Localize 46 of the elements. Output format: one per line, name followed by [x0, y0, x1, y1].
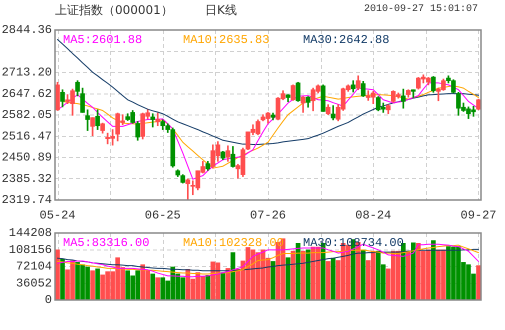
y-tick-label: 2516.47	[2, 129, 52, 144]
bar	[230, 252, 236, 300]
x-tick-label: 06-25	[144, 208, 181, 222]
y-tick-label: 72104	[16, 260, 52, 274]
bar	[220, 272, 226, 300]
y-tick-label: 2450.89	[2, 150, 52, 165]
text: MA5:2601.88	[63, 33, 142, 48]
y-tick-label: 2319.74	[2, 193, 52, 208]
y-tick-label: 2713.20	[2, 66, 52, 80]
bar	[476, 265, 481, 300]
bar	[270, 261, 276, 300]
text: 2010-09-27 15:01:07	[364, 3, 478, 17]
chart-subtitle: 日K线	[205, 2, 237, 18]
x-tick-label: 08-24	[355, 208, 392, 222]
bar	[90, 270, 95, 300]
bar	[206, 275, 210, 300]
chart-title: 上证指数（000001）	[55, 2, 173, 18]
bar	[150, 274, 156, 300]
bar	[60, 258, 65, 300]
text: MA30:2642.88	[303, 33, 390, 48]
x-tick-label: 05-24	[40, 208, 76, 222]
bar	[290, 250, 296, 300]
bar	[431, 240, 436, 300]
bar	[286, 257, 290, 300]
y-tick-label: 0	[44, 293, 52, 308]
y-tick-label: 36052	[16, 276, 52, 290]
bar	[411, 242, 416, 300]
text: MA10:2635.83	[183, 33, 270, 48]
y-tick-label: 108156	[8, 242, 52, 257]
bar	[406, 250, 411, 300]
bar	[95, 268, 100, 300]
bar	[360, 249, 366, 300]
bar	[306, 249, 310, 300]
y-tick-label: 2844.36	[2, 23, 52, 38]
y-tick-label: 144208	[8, 226, 52, 240]
bar	[155, 277, 160, 300]
y-tick-label: 2647.62	[2, 86, 52, 101]
bar	[326, 261, 330, 300]
y-tick-label: 2582.05	[2, 108, 52, 122]
bar	[300, 250, 306, 300]
series-label: MA5:83316.00	[63, 236, 150, 250]
bar	[330, 258, 336, 300]
x-tick-label: 09-27	[460, 208, 496, 222]
bar	[296, 242, 300, 300]
y-tick-label: 2385.32	[2, 172, 52, 186]
x-tick-label: 07-26	[250, 208, 286, 222]
